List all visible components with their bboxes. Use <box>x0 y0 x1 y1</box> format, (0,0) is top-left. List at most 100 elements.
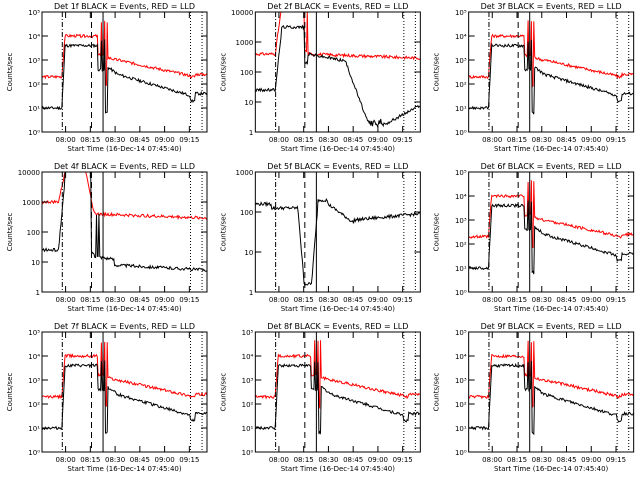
y-tick-label: 10⁴ <box>28 353 40 361</box>
chart-panel-8: 10⁰ 10¹ 10² 10³ 10⁴ 10⁵ 08:00 08:15 08:30 08:45 09… <box>219 322 421 473</box>
x-tick-label: 08:45 <box>343 296 363 304</box>
x-tick-label: 08:00 <box>269 296 289 304</box>
events-series-line <box>42 39 207 114</box>
y-tick-label: 1000 <box>22 199 40 207</box>
chart-panel-6: 10⁰ 10¹ 10² 10³ 10⁴ 10⁵ 08:00 08:15 08:30 08:45 09… <box>433 162 635 313</box>
x-tick-label: 08:30 <box>318 136 338 144</box>
x-tick-label: 09:15 <box>179 296 199 304</box>
events-series-line <box>42 172 207 272</box>
x-tick-label: 08:15 <box>80 456 100 464</box>
x-tick-label: 08:00 <box>56 136 76 144</box>
x-tick-label: 08:00 <box>482 296 502 304</box>
x-tick-label: 08:45 <box>130 136 150 144</box>
y-tick-label: 10⁵ <box>455 169 467 177</box>
x-tick-label: 09:00 <box>581 296 601 304</box>
x-tick-label: 08:15 <box>80 136 100 144</box>
lld-series-line <box>468 180 634 248</box>
y-tick-label: 10⁵ <box>28 9 40 17</box>
y-axis-label: Counts/sec <box>433 53 441 92</box>
x-tick-label: 09:15 <box>606 456 626 464</box>
x-axis-label: Start Time (16-Dec-14 07:45:40) <box>281 465 395 473</box>
chart-panel-4: 1 10 100 1000 10000 08:00 08:15 08:30 08:45 09:00… <box>6 162 208 313</box>
x-tick-label: 08:00 <box>269 456 289 464</box>
chart-title: Det 9f BLACK = Events, RED = LLD <box>481 322 622 331</box>
x-tick-label: 09:00 <box>155 296 175 304</box>
x-tick-label: 08:30 <box>105 456 125 464</box>
x-tick-label: 09:15 <box>606 136 626 144</box>
y-tick-label: 1000 <box>236 39 254 47</box>
events-series-line <box>468 39 634 115</box>
x-tick-label: 08:30 <box>532 136 552 144</box>
y-tick-label: 10⁰ <box>28 129 40 137</box>
x-tick-label: 09:00 <box>155 456 175 464</box>
y-tick-label: 10² <box>28 81 40 89</box>
events-series-line <box>255 198 421 287</box>
x-tick-label: 08:30 <box>318 296 338 304</box>
x-tick-label: 08:45 <box>343 456 363 464</box>
x-axis-label: Start Time (16-Dec-14 07:45:40) <box>281 145 395 153</box>
y-tick-label: 10⁰ <box>455 129 467 137</box>
events-series-line <box>255 361 421 435</box>
y-tick-label: 10⁴ <box>242 353 254 361</box>
x-tick-label: 08:45 <box>130 296 150 304</box>
y-tick-label: 100 <box>240 69 253 77</box>
y-tick-label: 10⁵ <box>242 329 254 337</box>
x-tick-label: 08:45 <box>343 136 363 144</box>
y-tick-label: 1 <box>36 289 40 297</box>
y-tick-label: 10² <box>455 241 467 249</box>
x-axis-label: Start Time (16-Dec-14 07:45:40) <box>494 145 608 153</box>
y-axis-label: Counts/sec <box>219 373 227 412</box>
y-tick-label: 100 <box>27 229 40 237</box>
x-axis-label: Start Time (16-Dec-14 07:45:40) <box>494 465 608 473</box>
plot-frame <box>254 331 421 453</box>
x-tick-label: 08:00 <box>482 456 502 464</box>
y-tick-label: 10³ <box>242 377 254 385</box>
y-tick-label: 10¹ <box>28 425 40 433</box>
lld-series-line <box>255 12 421 61</box>
y-tick-label: 10¹ <box>455 425 467 433</box>
x-tick-label: 08:30 <box>318 456 338 464</box>
y-axis-label: Counts/sec <box>6 53 14 92</box>
x-tick-label: 09:15 <box>606 296 626 304</box>
x-tick-label: 08:15 <box>294 296 314 304</box>
x-tick-label: 08:15 <box>294 456 314 464</box>
x-tick-label: 08:30 <box>105 136 125 144</box>
chart-panel-3: 10⁰ 10¹ 10² 10³ 10⁴ 10⁵ 08:00 08:15 08:30 08:45 09… <box>433 2 635 153</box>
y-tick-label: 10⁵ <box>455 9 467 17</box>
plot-frame <box>41 331 208 453</box>
y-tick-label: 10⁰ <box>28 449 40 457</box>
plot-frame <box>41 171 208 293</box>
y-tick-label: 10⁴ <box>455 33 467 41</box>
chart-title: Det 1f BLACK = Events, RED = LLD <box>54 2 195 11</box>
x-axis-label: Start Time (16-Dec-14 07:45:40) <box>67 305 181 313</box>
lld-series-line <box>468 340 634 409</box>
chart-title: Det 4f BLACK = Events, RED = LLD <box>54 162 195 171</box>
x-tick-label: 09:15 <box>179 136 199 144</box>
lld-series-line <box>255 340 421 410</box>
chart-title: Det 3f BLACK = Events, RED = LLD <box>481 2 622 11</box>
chart-panel-9: 10⁰ 10¹ 10² 10³ 10⁴ 10⁵ 08:00 08:15 08:30 08:45 09… <box>433 322 635 473</box>
x-tick-label: 08:00 <box>56 296 76 304</box>
x-tick-label: 08:45 <box>556 296 576 304</box>
y-tick-label: 10⁰ <box>455 449 467 457</box>
chart-panel-7: 10⁰ 10¹ 10² 10³ 10⁴ 10⁵ 08:00 08:15 08:30 08:45 09… <box>6 322 208 473</box>
chart-title: Det 8f BLACK = Events, RED = LLD <box>267 322 408 331</box>
x-tick-label: 08:30 <box>532 456 552 464</box>
x-tick-label: 09:15 <box>393 296 413 304</box>
y-tick-label: 10⁰ <box>455 289 467 297</box>
y-tick-label: 10³ <box>455 377 467 385</box>
x-tick-label: 08:45 <box>556 136 576 144</box>
x-tick-label: 08:15 <box>294 136 314 144</box>
plot-frame <box>468 331 635 453</box>
y-tick-label: 10² <box>28 401 40 409</box>
y-tick-label: 1 <box>249 129 253 137</box>
y-axis-label: Counts/sec <box>219 213 227 252</box>
y-tick-label: 10⁴ <box>455 353 467 361</box>
x-tick-label: 08:15 <box>507 296 527 304</box>
y-tick-label: 10¹ <box>28 105 40 113</box>
y-axis-label: Counts/sec <box>433 373 441 412</box>
y-tick-label: 10³ <box>28 377 40 385</box>
y-tick-label: 10⁴ <box>28 33 40 41</box>
